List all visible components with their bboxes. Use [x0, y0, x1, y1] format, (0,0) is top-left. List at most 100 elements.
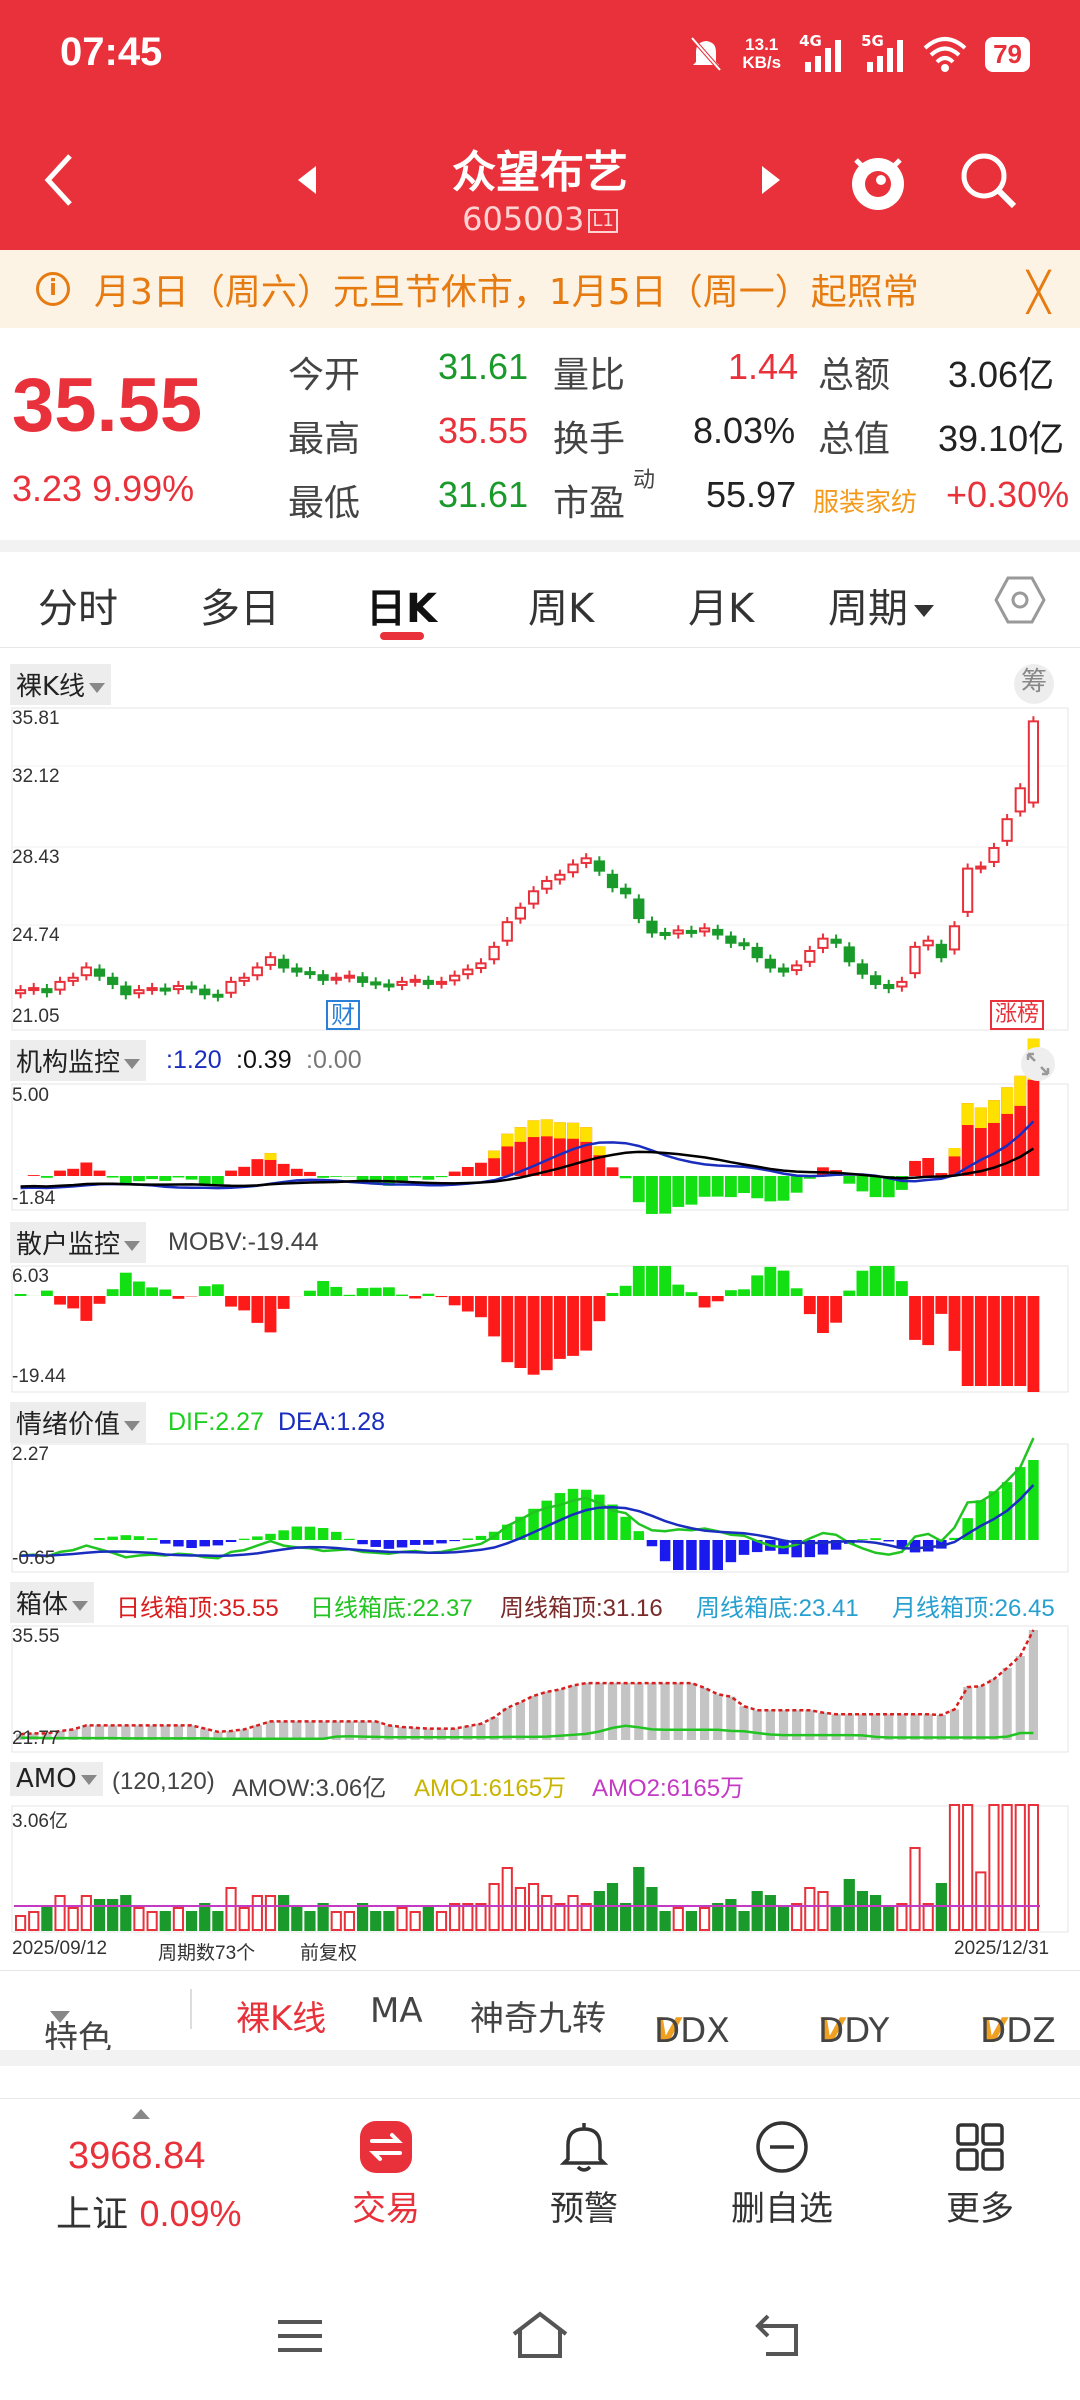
panel-label-box[interactable]: 箱体: [10, 1582, 95, 1623]
sentiment-bar: [686, 1540, 697, 1570]
candle-body: [238, 976, 250, 982]
menu-icon[interactable]: [276, 2316, 324, 2356]
sentiment-bar: [252, 1536, 263, 1540]
retail-bar: [448, 1296, 461, 1306]
panel-label-retail[interactable]: 散户监控: [10, 1222, 147, 1263]
index-value[interactable]: 3968.84: [68, 2135, 206, 2177]
retail-bar: [540, 1296, 553, 1371]
institution-bar: [133, 1176, 145, 1182]
institution-bar: [185, 1176, 198, 1180]
nine-turn-button[interactable]: 神奇九转: [470, 1999, 606, 2039]
institution-bar: [777, 1176, 790, 1201]
tab-period[interactable]: 周期: [828, 576, 934, 634]
candle-body: [1014, 787, 1026, 813]
volume-bar: [777, 1907, 790, 1931]
ma-button[interactable]: MA: [370, 1991, 423, 2031]
chip-button[interactable]: 筹: [1014, 664, 1054, 704]
prev-stock-icon[interactable]: [298, 166, 316, 194]
back-nav-icon[interactable]: [752, 2312, 804, 2358]
candle-body: [869, 975, 882, 985]
volume-bar: [830, 1907, 842, 1931]
back-icon[interactable]: [40, 150, 80, 210]
volume-bar: [975, 1871, 987, 1932]
tab-multi-day[interactable]: 多日: [200, 586, 280, 632]
candle-body: [343, 974, 356, 979]
limit-up-badge[interactable]: 涨榜: [990, 1000, 1045, 1030]
divider: [0, 540, 1080, 552]
institution-bar: [935, 1173, 948, 1176]
sentiment-bar: [462, 1538, 474, 1540]
volume-bar: [185, 1911, 198, 1931]
tab-intraday[interactable]: 分时: [38, 586, 118, 632]
stock-code: 605003 L1: [0, 200, 1080, 238]
retail-bar: [317, 1281, 330, 1296]
box-bar: [489, 1717, 499, 1740]
indicator-value: DEA:1.28: [278, 1408, 386, 1436]
alert-button[interactable]: 预警: [514, 2119, 654, 2230]
institution-bar: [553, 1122, 566, 1176]
volume-bar: [698, 1907, 711, 1931]
box-bar: [897, 1714, 907, 1740]
tab-daily-k[interactable]: 日K: [366, 586, 437, 632]
next-stock-icon[interactable]: [762, 166, 780, 194]
tab-monthly-k[interactable]: 月K: [688, 586, 755, 632]
remove-watchlist-button[interactable]: 删自选: [712, 2119, 852, 2230]
sentiment-bar: [883, 1540, 894, 1542]
volume-bar: [1001, 1804, 1013, 1931]
volume-bar: [791, 1903, 803, 1931]
sentiment-bar: [94, 1538, 105, 1540]
quote-value: 55.97: [706, 474, 797, 515]
box-bar: [752, 1710, 762, 1740]
retail-bar: [146, 1287, 159, 1296]
mascot-icon[interactable]: [848, 148, 908, 212]
retail-bar: [738, 1289, 750, 1296]
indicator-value: (120,120): [112, 1768, 215, 1795]
x-start-date: 2025/09/12: [12, 1938, 108, 1959]
industry-name[interactable]: 服装家纺: [813, 488, 918, 518]
panel-label-kline[interactable]: 裸K线: [10, 664, 112, 705]
quote-label-sup: 动: [633, 468, 656, 493]
sentiment-bar: [238, 1538, 250, 1540]
search-icon[interactable]: [956, 148, 1020, 212]
volume-bar: [804, 1887, 816, 1931]
finance-badge[interactable]: 财: [326, 1000, 360, 1030]
candle-body: [817, 937, 829, 949]
institution-bar: [817, 1167, 829, 1176]
tab-weekly-k[interactable]: 周K: [528, 586, 595, 632]
volume-bar: [738, 1911, 750, 1931]
sentiment-bar: [673, 1540, 684, 1570]
close-icon[interactable]: ╳: [1027, 270, 1050, 314]
y-tick: -1.84: [12, 1188, 56, 1209]
candle-body: [475, 962, 487, 969]
institution-bar: [159, 1176, 172, 1181]
holiday-notice[interactable]: i 月3日（周六）元旦节休市，1月5日（周一）起照常 ╳: [0, 250, 1080, 328]
box-bar: [805, 1710, 815, 1740]
institution-bar: [172, 1176, 185, 1178]
institution-bar: [27, 1175, 40, 1176]
institution-bar: [961, 1103, 974, 1176]
panel-label-amo[interactable]: AMO: [10, 1762, 103, 1796]
quote-value: 35.55: [438, 410, 529, 451]
trade-button[interactable]: 交易: [316, 2119, 456, 2230]
box-bar: [963, 1687, 973, 1740]
bottom-nav: 3968.84 上证 0.09% 交易 预警 删自选 更多: [0, 2098, 1080, 2248]
more-button[interactable]: 更多: [910, 2119, 1050, 2230]
index-name[interactable]: 上证 0.09%: [56, 2193, 242, 2235]
status-icons: 13.1 KB/s 4G 5G 79: [688, 32, 1030, 76]
home-icon[interactable]: [510, 2310, 570, 2360]
candle-body: [80, 966, 92, 977]
retail-bar: [396, 1294, 408, 1296]
settings-icon[interactable]: [994, 574, 1046, 626]
sentiment-bar: [712, 1540, 723, 1570]
x-end-date: 2025/12/31: [954, 1938, 1050, 1959]
quote-label: 换手: [553, 419, 626, 460]
retail-bar: [435, 1296, 448, 1298]
naked-k-button[interactable]: 裸K线: [236, 1999, 327, 2039]
indicator-value: :0.39: [236, 1046, 292, 1074]
panel-label-institution[interactable]: 机构监控: [10, 1040, 147, 1081]
panel-label-sentiment[interactable]: 情绪价值: [10, 1402, 147, 1443]
expand-icon[interactable]: [1020, 1046, 1056, 1082]
institution-bar: [738, 1176, 750, 1194]
candle-body: [185, 985, 198, 990]
candle-body: [41, 988, 53, 994]
